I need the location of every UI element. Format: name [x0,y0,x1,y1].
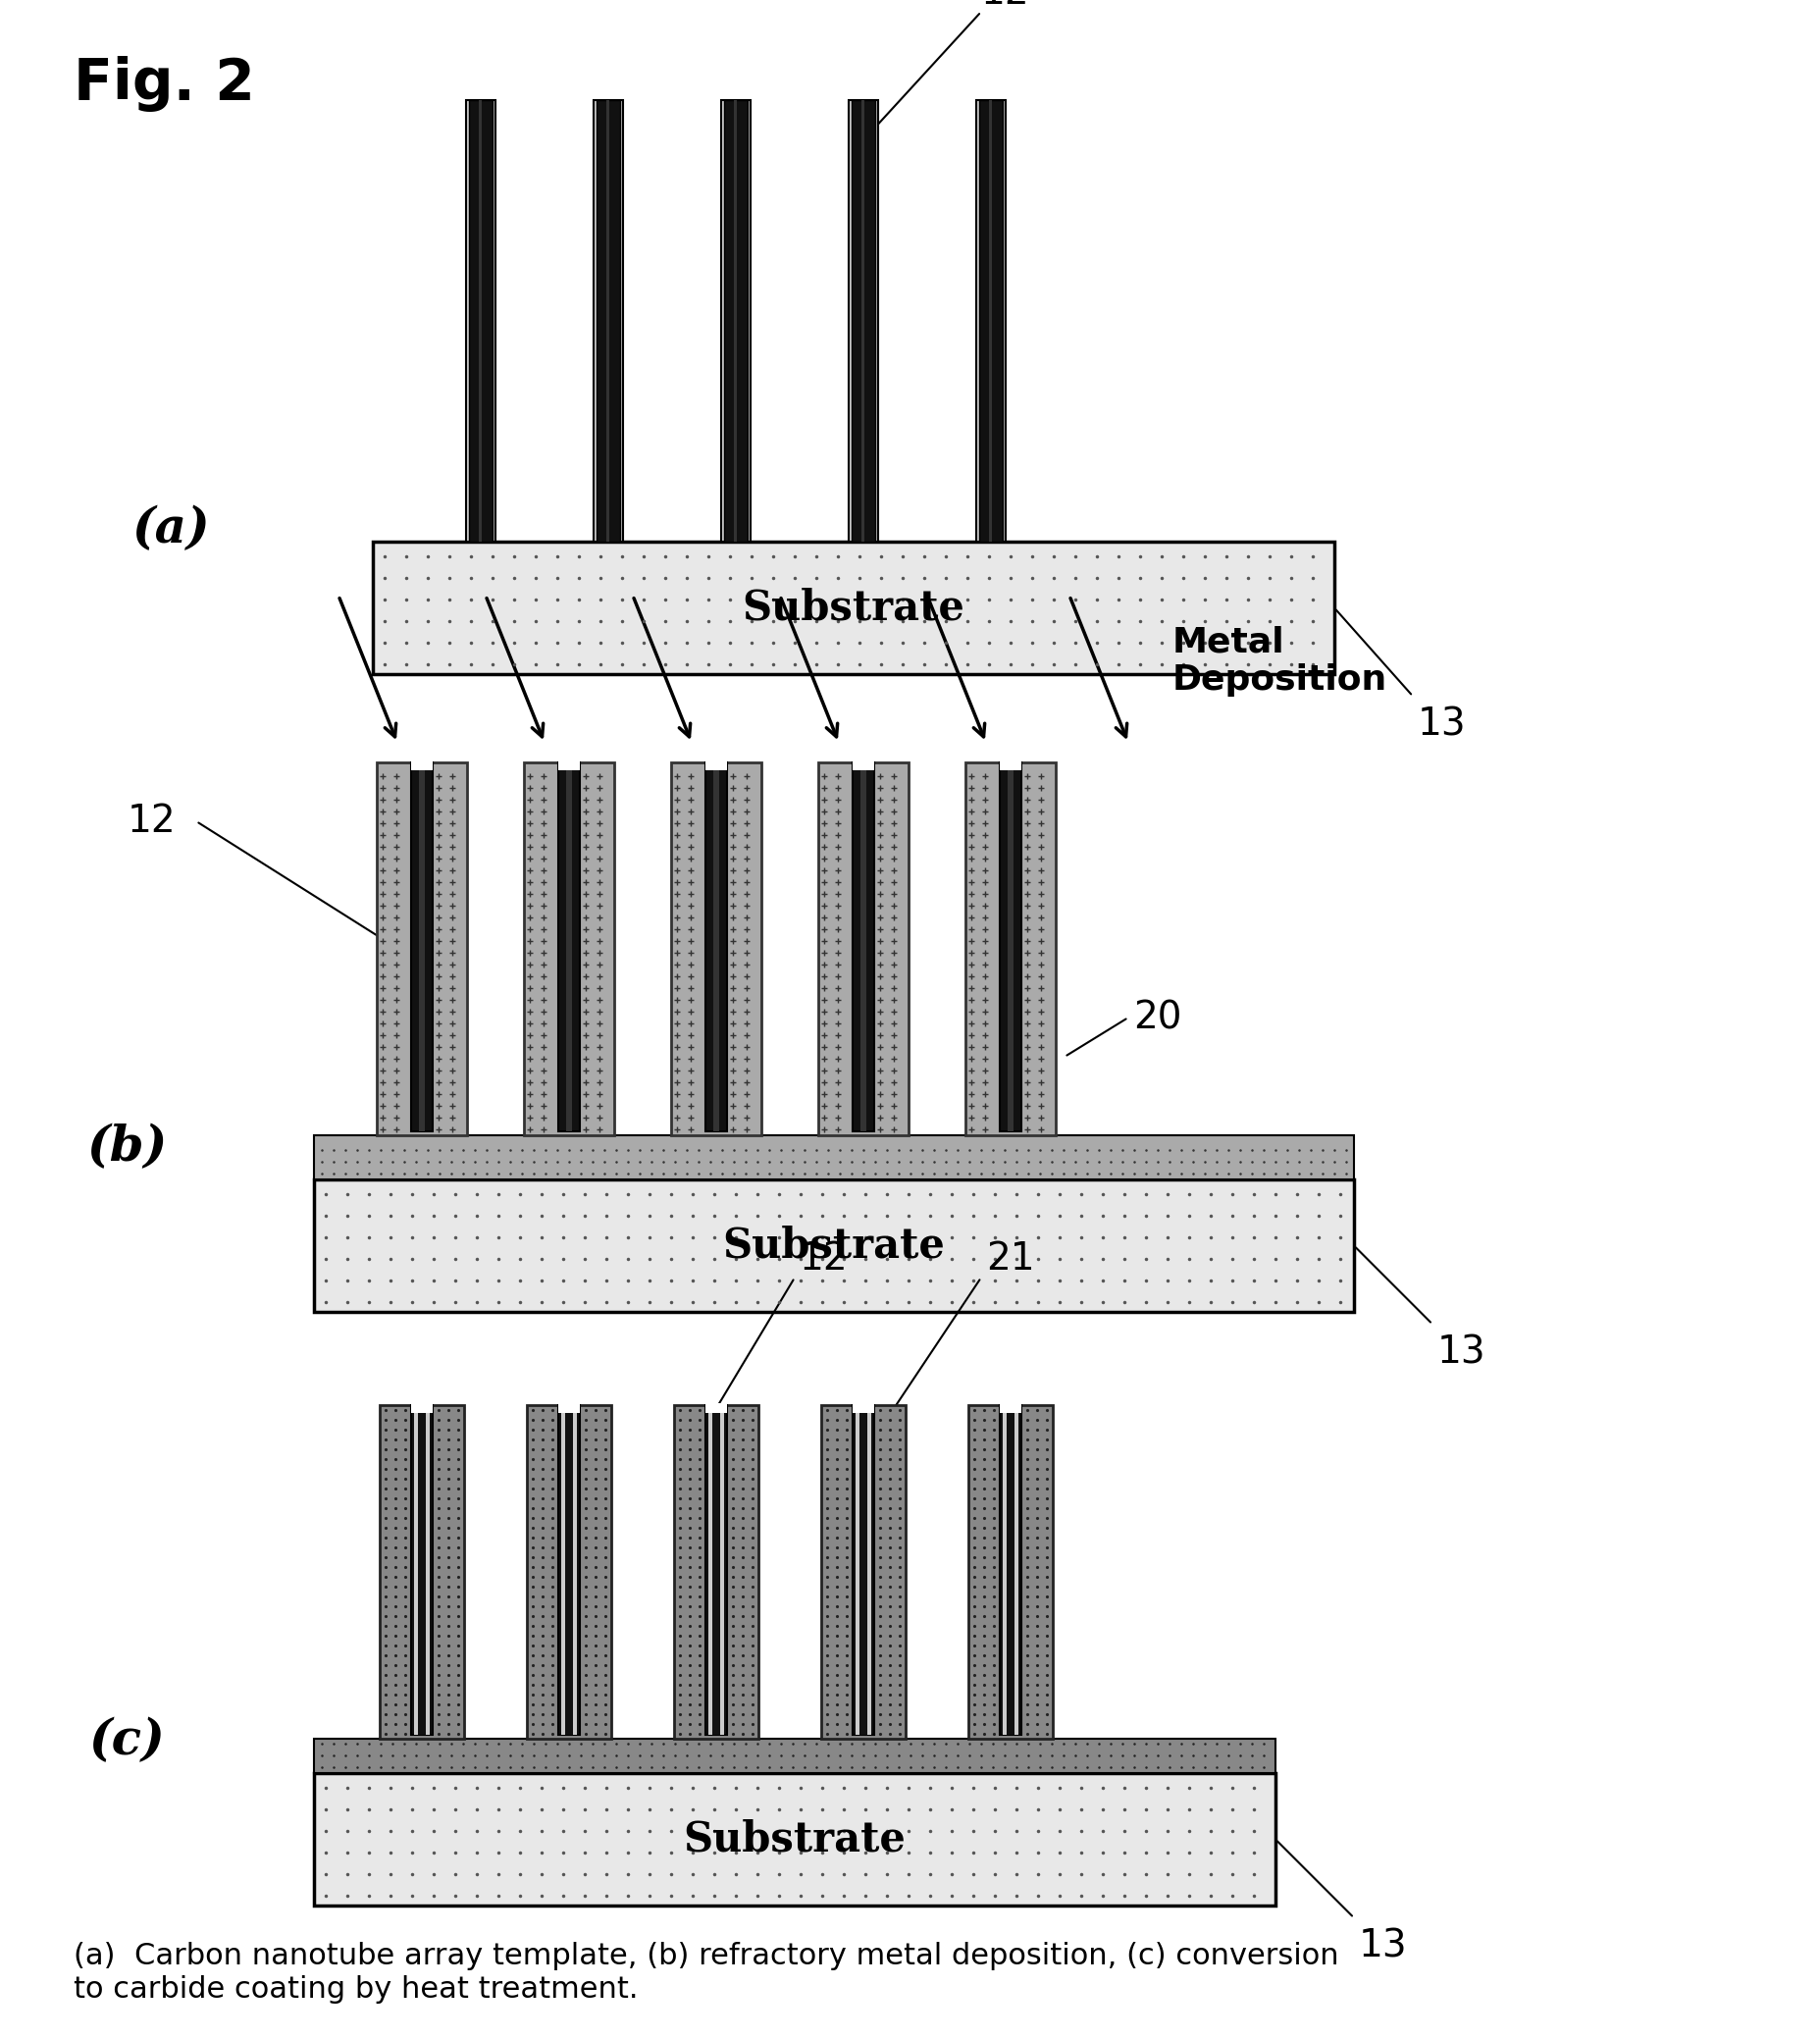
Bar [855,1404,870,1734]
Bar [373,542,1334,675]
Bar [672,762,761,1135]
Bar [559,762,579,1131]
Bar [999,760,1021,770]
Bar [852,762,874,1131]
Bar [380,1404,464,1738]
Text: (a)  Carbon nanotube array template, (b) refractory metal deposition, (c) conver: (a) Carbon nanotube array template, (b) … [73,1942,1338,2003]
Text: Fig. 2: Fig. 2 [73,55,255,112]
Bar [377,762,466,1135]
Text: (a): (a) [133,505,211,554]
Bar [852,100,875,542]
Bar [313,1773,1274,1906]
Bar [848,100,877,542]
Bar [1006,1404,1014,1734]
Bar [861,762,866,1131]
Bar [419,762,424,1131]
Bar [817,762,908,1135]
Bar [411,1402,433,1412]
Bar [313,1180,1354,1312]
Text: 20: 20 [1132,999,1181,1035]
Bar [470,100,491,542]
Bar [733,100,737,542]
Bar [561,1404,577,1734]
Text: 13: 13 [1436,1335,1485,1372]
Bar [564,1404,573,1734]
Bar [704,760,726,770]
Text: 13: 13 [1418,705,1465,744]
Bar [713,762,719,1131]
Bar [704,762,726,1131]
Bar [721,100,750,542]
Text: 21: 21 [985,1241,1034,1278]
Bar [999,762,1021,1131]
Bar [979,100,1003,542]
Bar [597,100,621,542]
Bar [968,1404,1052,1738]
Bar [411,760,433,770]
Bar [606,100,610,542]
Bar [419,1404,426,1734]
Bar [559,1402,579,1412]
Bar [313,1738,1274,1773]
Bar [524,762,613,1135]
Text: 12: 12 [981,0,1030,12]
Bar [313,1135,1354,1180]
Bar [859,1404,866,1734]
Bar [988,100,992,542]
Bar [673,1404,757,1738]
Bar [704,1404,726,1734]
Bar [411,762,433,1131]
Bar [411,1404,433,1734]
Text: Substrate: Substrate [743,587,965,628]
Bar [976,100,1005,542]
Text: 12: 12 [127,803,177,840]
Bar [861,100,864,542]
Text: Metal
Deposition: Metal Deposition [1172,626,1387,697]
Bar [1006,762,1014,1131]
Text: (b): (b) [87,1123,167,1172]
Bar [852,1404,874,1734]
Bar [704,1402,726,1412]
Bar [712,1404,719,1734]
Bar [593,100,622,542]
Bar [852,1402,874,1412]
Text: Substrate: Substrate [682,1818,906,1861]
Bar [479,100,482,542]
Bar [413,1404,430,1734]
Bar [999,1402,1021,1412]
Bar [559,1404,579,1734]
Bar [965,762,1056,1135]
Bar [852,760,874,770]
Text: 13: 13 [1358,1928,1407,1965]
Bar [466,100,495,542]
Bar [566,762,571,1131]
Text: Substrate: Substrate [723,1225,945,1266]
Bar [724,100,748,542]
Bar [559,760,579,770]
Bar [526,1404,612,1738]
Bar [821,1404,905,1738]
Bar [708,1404,724,1734]
Text: (c): (c) [89,1718,166,1765]
Text: 12: 12 [799,1241,848,1278]
Bar [999,1404,1021,1734]
Bar [1003,1404,1017,1734]
